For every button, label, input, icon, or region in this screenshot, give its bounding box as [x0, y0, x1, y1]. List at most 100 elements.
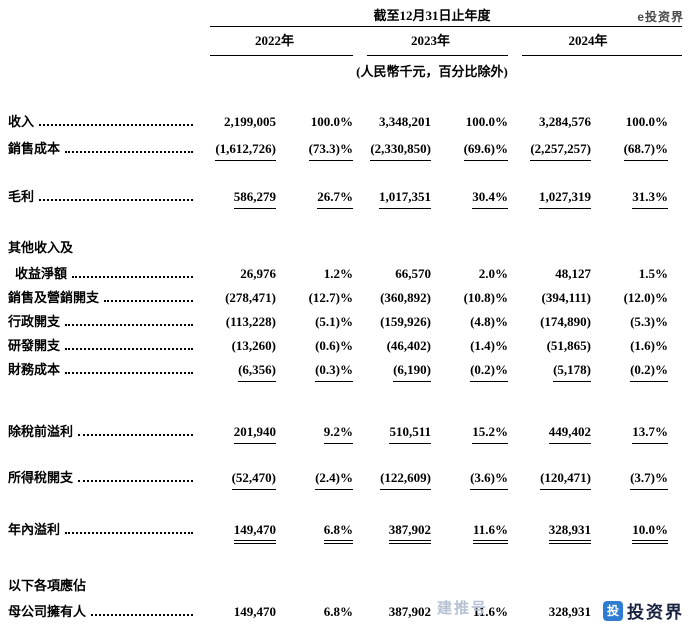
value-text: 149,470	[233, 604, 276, 619]
watermark-bottom-brand: 投 投资界	[595, 596, 686, 625]
value-text: 11.6%	[472, 604, 508, 619]
row-label-cell: 銷售成本	[8, 141, 196, 157]
cell-2024-value: (174,890)	[508, 314, 591, 330]
row-label-cell: 母公司擁有人	[8, 604, 196, 620]
value-text: (6,190)	[393, 362, 431, 382]
row-label: 銷售及營銷開支	[8, 290, 100, 305]
value-text: (1.6)%	[630, 338, 668, 353]
period-header: 截至12月31日止年度	[373, 8, 491, 23]
value-text: 149,470	[233, 522, 276, 544]
cell-2023-pct: 15.2%	[431, 424, 508, 444]
dot-leader	[91, 614, 193, 616]
cell-2024-pct: 13.7%	[591, 424, 668, 444]
year-rules-row	[8, 55, 690, 56]
value-text: (122,609)	[380, 470, 431, 490]
cell-2023-value: (159,926)	[353, 314, 431, 330]
year-header-row: 2022年 2023年 2024年	[8, 33, 690, 49]
value-text: (12.0)%	[623, 290, 668, 305]
value-text: 13.7%	[632, 424, 668, 444]
row-label-cell: 收入	[8, 114, 196, 130]
cell-2024-value: (120,471)	[508, 470, 591, 490]
unit-note: (人民幣千元，百分比除外)	[356, 64, 508, 79]
table-row-revenue: 收入 2,199,005 100.0% 3,348,201 100.0% 3,2…	[8, 114, 690, 130]
row-label-cell: 其他收入及	[8, 240, 196, 256]
table-row-income-tax: 所得稅開支 (52,470) (2.4)% (122,609) (3.6)% (…	[8, 470, 690, 490]
value-text: (113,228)	[225, 314, 276, 329]
row-label: 銷售成本	[8, 141, 61, 156]
cell-2023-pct: (10.8)%	[431, 290, 508, 306]
table-row-gross-profit: 毛利 586,279 26.7% 1,017,351 30.4% 1,027,3…	[8, 189, 690, 209]
cell-2024-value: (394,111)	[508, 290, 591, 306]
row-label-cell: 收益淨額	[8, 266, 196, 282]
cell-2022-pct: (73.3)%	[276, 141, 353, 161]
cell-2022-pct: 100.0%	[276, 114, 353, 130]
row-label-cell: 行政開支	[8, 314, 196, 330]
value-text: (120,471)	[540, 470, 591, 490]
value-text: 6.8%	[323, 522, 353, 544]
value-text: (12.7)%	[308, 290, 353, 305]
table-row-gains-net: 收益淨額 26,976 1.2% 66,570 2.0% 48,127 1.5%	[8, 266, 690, 282]
value-text: (278,471)	[225, 290, 276, 305]
cell-2023-value: 510,511	[353, 424, 431, 444]
table-row-owners-of-parent: 母公司擁有人 149,470 6.8% 387,902 11.6% 328,93…	[8, 604, 690, 620]
cell-2022-pct: 6.8%	[276, 604, 353, 620]
value-text: (10.8)%	[463, 290, 508, 305]
row-label-cell: 除稅前溢利	[8, 424, 196, 440]
value-text: 6.8%	[323, 604, 353, 619]
cell-2022-pct: (2.4)%	[276, 470, 353, 490]
table-row-finance-costs: 財務成本 (6,356) (0.3)% (6,190) (0.2)% (5,17…	[8, 362, 690, 382]
value-text: 1,027,319	[539, 189, 591, 209]
value-text: (394,111)	[541, 290, 591, 305]
value-text: 1.2%	[323, 266, 353, 281]
table-row-profit-before-tax: 除稅前溢利 201,940 9.2% 510,511 15.2% 449,402…	[8, 424, 690, 444]
cell-2022-value: (13,260)	[196, 338, 276, 354]
cell-2022-pct: (0.6)%	[276, 338, 353, 354]
cell-2024-value: (5,178)	[508, 362, 591, 382]
cell-2022-pct: 26.7%	[276, 189, 353, 209]
value-text: 3,284,576	[539, 114, 591, 129]
row-label: 母公司擁有人	[8, 604, 87, 619]
cell-2023-pct: (69.6)%	[431, 141, 508, 161]
value-text: 100.0%	[465, 114, 508, 129]
value-text: 2,199,005	[224, 114, 276, 129]
cell-2022-value: (6,356)	[196, 362, 276, 382]
cell-2024-pct: 100.0%	[591, 114, 668, 130]
value-text: (3.6)%	[470, 470, 508, 490]
cell-2023-value: (6,190)	[353, 362, 431, 382]
cell-2024-value: 328,931	[508, 604, 591, 620]
cell-2024-pct: 10.0%	[591, 522, 668, 544]
value-text: (6,356)	[238, 362, 276, 382]
value-text: 9.2%	[323, 424, 353, 444]
cell-2023-pct: (4.8)%	[431, 314, 508, 330]
cell-2023-value: (122,609)	[353, 470, 431, 490]
dot-leader	[39, 124, 193, 126]
table-row-admin-expenses: 行政開支 (113,228) (5.1)% (159,926) (4.8)% (…	[8, 314, 690, 330]
year-2023-rule	[367, 55, 508, 56]
dot-leader	[78, 480, 193, 482]
cell-2024-value: (2,257,257)	[508, 141, 591, 161]
row-label: 年內溢利	[8, 522, 61, 537]
value-text: (174,890)	[540, 314, 591, 329]
value-text: (0.2)%	[470, 362, 508, 382]
value-text: 100.0%	[310, 114, 353, 129]
watermark-top-right: e投资界	[637, 10, 684, 24]
cell-2023-value: 387,902	[353, 522, 431, 544]
value-text: 15.2%	[472, 424, 508, 444]
value-text: (159,926)	[380, 314, 431, 329]
cell-2022-pct: 6.8%	[276, 522, 353, 544]
value-text: (5.1)%	[315, 314, 353, 329]
dot-leader	[39, 199, 193, 201]
cell-2023-pct: 11.6%	[431, 604, 508, 620]
row-label: 其他收入及	[8, 240, 74, 255]
cell-2022-value: (113,228)	[196, 314, 276, 330]
value-text: (68.7)%	[623, 141, 668, 161]
value-text: (3.7)%	[630, 470, 668, 490]
cell-2024-pct: (5.3)%	[591, 314, 668, 330]
cell-2022-pct: (12.7)%	[276, 290, 353, 306]
row-label-cell: 財務成本	[8, 362, 196, 378]
value-text: (69.6)%	[463, 141, 508, 161]
cell-2023-pct: (3.6)%	[431, 470, 508, 490]
value-text: 26.7%	[317, 189, 353, 209]
table-row-cost-of-sales: 銷售成本 (1,612,726) (73.3)% (2,330,850) (69…	[8, 141, 690, 161]
